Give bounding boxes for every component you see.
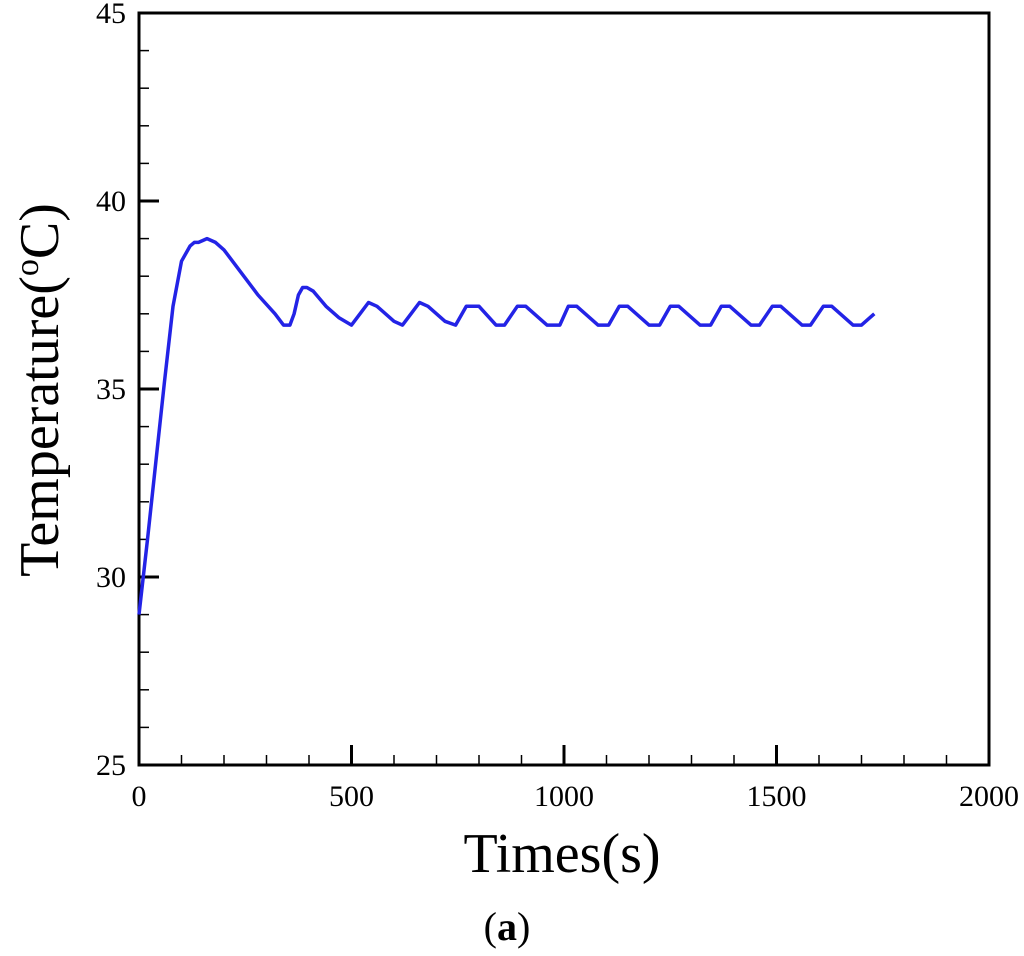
x-tick-labels: 0 500 1000 1500 2000: [132, 780, 1020, 813]
panel-label-open: (: [484, 904, 497, 949]
panel-label-close: ): [517, 904, 530, 949]
x-tick-label: 1500: [747, 780, 807, 813]
panel-label-letter: a: [497, 904, 517, 949]
y-tick-label: 40: [96, 185, 126, 218]
y-tick-label: 35: [96, 373, 126, 406]
major-ticks: [137, 11, 991, 767]
y-tick-label: 30: [96, 561, 126, 594]
y-axis-title-main: Temperature(: [9, 276, 71, 577]
x-tick-label: 1000: [534, 780, 594, 813]
y-tick-labels: 25 30 35 40 45: [96, 0, 126, 782]
y-axis-title-superscript: o: [9, 259, 46, 276]
y-tick-label: 45: [96, 0, 126, 30]
panel-label: (a): [484, 904, 531, 949]
x-axis-title: Times(s): [463, 823, 660, 885]
temperature-series-line: [137, 236, 876, 615]
y-tick-label: 25: [96, 749, 126, 782]
y-axis-title-unit: C): [9, 203, 71, 259]
minor-ticks: [139, 49, 948, 765]
x-tick-label: 0: [132, 780, 147, 813]
y-axis-title: Temperature(oC): [9, 203, 71, 577]
plot-frame: [137, 11, 991, 767]
x-tick-label: 500: [329, 780, 374, 813]
x-tick-label: 2000: [959, 780, 1019, 813]
